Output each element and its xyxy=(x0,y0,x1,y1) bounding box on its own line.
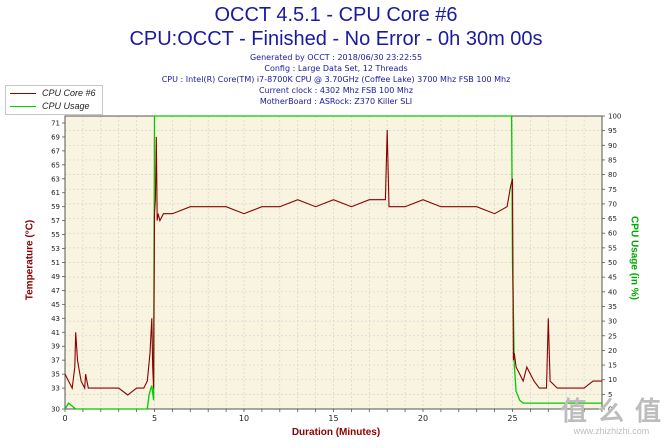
y-tick-label-right: 30 xyxy=(608,318,617,326)
y-tick-label-left: 59 xyxy=(51,203,60,211)
x-tick-label: 0 xyxy=(62,414,67,423)
info-clock: Current clock : 4302 Mhz FSB 100 Mhz xyxy=(258,86,414,95)
y-tick-label-right: 5 xyxy=(608,391,612,399)
legend-item-core: CPU Core #6 xyxy=(10,87,96,99)
y-tick-label-left: 57 xyxy=(51,217,60,225)
chart-subtitle: CPU:OCCT - Finished - No Error - 0h 30m … xyxy=(129,28,543,50)
y-tick-label-left: 41 xyxy=(51,329,60,337)
y-tick-label-left: 53 xyxy=(51,245,60,253)
chart-title: OCCT 4.5.1 - CPU Core #6 xyxy=(214,4,458,26)
y-tick-label-left: 39 xyxy=(51,343,60,351)
legend: CPU Core #6 CPU Usage xyxy=(5,85,103,115)
y-tick-label-right: 85 xyxy=(608,156,617,164)
y-tick-label-left: 37 xyxy=(51,357,60,365)
info-config: Config : Large Data Set, 12 Threads xyxy=(264,64,408,73)
y-tick-label-right: 45 xyxy=(608,274,617,282)
y-tick-label-right: 55 xyxy=(608,244,617,252)
info-cpu: CPU : Intel(R) Core(TM) i7-8700K CPU @ 3… xyxy=(161,75,511,84)
legend-label-usage: CPU Usage xyxy=(42,101,90,111)
y-tick-label-right: 40 xyxy=(608,288,617,296)
y-tick-label-right: 20 xyxy=(608,347,617,355)
watermark: 值 么 值 www.zhizhizhi.com xyxy=(561,398,662,436)
legend-item-usage: CPU Usage xyxy=(10,100,90,112)
watermark-url: www.zhizhizhi.com xyxy=(573,426,650,436)
y-tick-label-right: 80 xyxy=(608,171,617,179)
legend-swatch-usage xyxy=(10,105,36,107)
y-tick-label-right: 50 xyxy=(608,259,617,267)
y-tick-label-left: 69 xyxy=(51,133,60,141)
y-axis-label-right: CPU Usage (in %) xyxy=(628,216,640,300)
y-tick-label-left: 33 xyxy=(51,385,60,393)
y-tick-label-left: 51 xyxy=(51,259,60,267)
info-generated: Generated by OCCT : 2018/06/30 23:22:55 xyxy=(249,53,423,62)
series-line-cpu-usage xyxy=(64,115,602,410)
x-tick-label: 20 xyxy=(418,414,428,423)
y-tick-label-right: 25 xyxy=(608,332,617,340)
y-tick-label-right: 90 xyxy=(608,142,617,150)
y-tick-label-right: 70 xyxy=(608,200,617,208)
y-tick-label-right: 10 xyxy=(608,376,617,384)
watermark-logo: 值 么 值 xyxy=(560,397,662,427)
y-tick-label-right: 65 xyxy=(608,215,617,223)
y-tick-label-right: 0 xyxy=(608,406,612,414)
info-block: Generated by OCCT : 2018/06/30 23:22:55 … xyxy=(0,52,672,107)
x-tick-label: 5 xyxy=(152,414,157,423)
y-tick-label-left: 49 xyxy=(51,273,60,281)
y-tick-label-left: 63 xyxy=(51,175,60,183)
y-tick-label-right: 100 xyxy=(608,113,621,121)
y-tick-label-left: 71 xyxy=(51,119,60,127)
y-tick-label-left: 47 xyxy=(51,287,60,295)
y-tick-label-right: 95 xyxy=(608,127,617,135)
series-line-cpu-core-6 xyxy=(64,129,602,396)
y-tick-label-left: 43 xyxy=(51,315,60,323)
y-tick-label-right: 75 xyxy=(608,186,617,194)
y-tick-label-left: 61 xyxy=(51,189,60,197)
x-axis-label: Duration (Minutes) xyxy=(291,427,381,438)
y-tick-label-left: 65 xyxy=(51,161,60,169)
x-tick-label: 25 xyxy=(507,414,517,423)
y-tick-label-left: 30 xyxy=(51,406,60,414)
y-tick-label-right: 35 xyxy=(608,303,617,311)
legend-swatch-core xyxy=(10,92,36,94)
y-axis-label-left: Temperature (°C) xyxy=(24,219,36,301)
y-tick-label-right: 60 xyxy=(608,230,617,238)
y-tick-label-left: 67 xyxy=(51,147,60,155)
x-tick-label: 10 xyxy=(239,414,249,423)
legend-label-core: CPU Core #6 xyxy=(42,88,96,98)
y-tick-label-right: 15 xyxy=(608,362,617,370)
y-tick-label-left: 35 xyxy=(51,371,60,379)
x-tick-label: 15 xyxy=(328,414,338,423)
y-tick-label-left: 45 xyxy=(51,301,60,309)
info-motherboard: MotherBoard : ASRock: Z370 Killer SLI xyxy=(259,97,413,106)
y-tick-label-left: 55 xyxy=(51,231,60,239)
